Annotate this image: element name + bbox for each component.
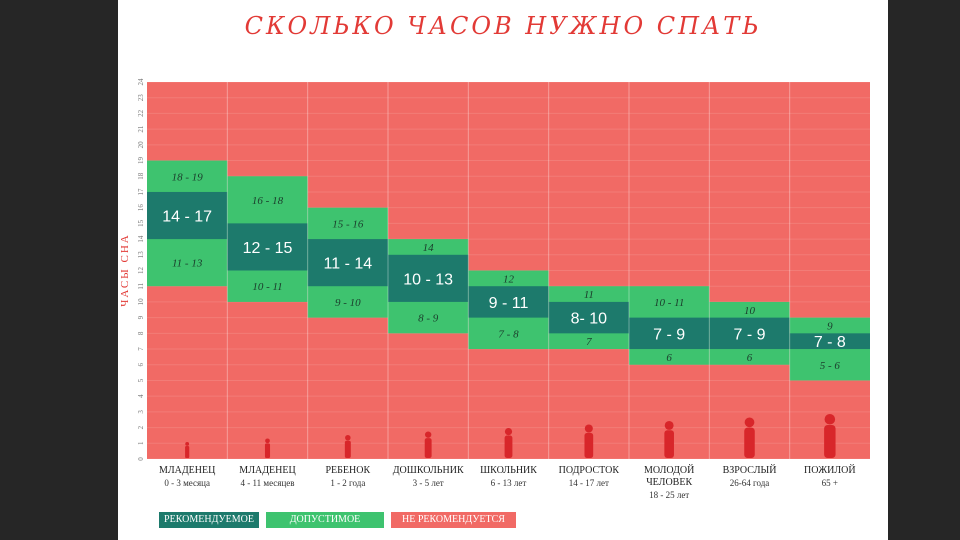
person-silhouette-icon bbox=[504, 428, 513, 458]
upper-acceptable-label: 12 bbox=[503, 273, 515, 285]
y-tick-label: 9 bbox=[137, 315, 145, 319]
lower-acceptable-label: 6 bbox=[666, 352, 672, 364]
recommended-label: 9 - 11 bbox=[489, 295, 529, 312]
person-silhouette-icon bbox=[664, 421, 674, 458]
person-silhouette-icon bbox=[584, 424, 594, 458]
category-age: 18 - 25 лет bbox=[649, 490, 689, 500]
category-age: 0 - 3 месяца bbox=[164, 478, 210, 488]
legend-not-recommended: НЕ РЕКОМЕНДУЕТСЯ bbox=[391, 512, 516, 528]
y-axis-label: ЧАСЫ СНА bbox=[119, 233, 131, 306]
y-tick-label: 0 bbox=[137, 457, 145, 461]
category-age: 3 - 5 лет bbox=[413, 478, 444, 488]
lower-acceptable-label: 6 bbox=[747, 352, 753, 364]
category-name-line2: ЧЕЛОВЕК bbox=[646, 477, 692, 488]
recommended-label: 7 - 9 bbox=[733, 326, 765, 343]
recommended-label: 11 - 14 bbox=[324, 256, 373, 273]
recommended-band bbox=[629, 317, 710, 350]
category-name: МЛАДЕНЕЦ bbox=[159, 465, 215, 476]
recommended-label: 14 - 17 bbox=[162, 209, 212, 226]
lower-acceptable-label: 9 - 10 bbox=[335, 297, 361, 309]
category-name: ШКОЛЬНИК bbox=[480, 465, 537, 476]
y-tick-label: 10 bbox=[137, 298, 145, 306]
person-silhouette-icon bbox=[185, 442, 190, 458]
category-age: 65 + bbox=[822, 478, 838, 488]
slide: СКОЛЬКО ЧАСОВ НУЖНО СПАТЬ 14 - 17 18 - 19… bbox=[118, 0, 888, 540]
person-silhouette-icon bbox=[744, 417, 755, 458]
lower-acceptable-label: 7 - 8 bbox=[498, 328, 519, 340]
upper-acceptable-label: 10 - 11 bbox=[654, 297, 684, 309]
y-tick-label: 7 bbox=[137, 347, 145, 351]
y-tick-label: 20 bbox=[137, 141, 145, 149]
y-tick-label: 21 bbox=[137, 125, 145, 133]
recommended-band bbox=[307, 239, 388, 287]
y-tick-label: 18 bbox=[137, 172, 145, 180]
recommended-label: 7 - 9 bbox=[653, 326, 685, 343]
upper-acceptable-label: 10 bbox=[744, 305, 756, 317]
y-tick-label: 4 bbox=[137, 394, 145, 398]
recommended-band bbox=[147, 191, 228, 240]
y-tick-label: 19 bbox=[137, 157, 145, 165]
y-tick-label: 23 bbox=[137, 94, 145, 102]
category-age: 26-64 года bbox=[730, 478, 770, 488]
category-name: ПОДРОСТОК bbox=[559, 465, 620, 476]
recommended-label: 10 - 13 bbox=[403, 271, 453, 288]
y-tick-label: 8 bbox=[137, 331, 145, 335]
category-name: ВЗРОСЛЫЙ bbox=[723, 464, 777, 476]
person-silhouette-icon bbox=[824, 414, 836, 458]
upper-acceptable-label: 16 - 18 bbox=[252, 195, 284, 207]
lower-acceptable-label: 7 bbox=[586, 336, 592, 348]
category-name: МЛАДЕНЕЦ bbox=[239, 465, 295, 476]
lower-acceptable-label: 11 - 13 bbox=[172, 258, 203, 270]
upper-acceptable-label: 11 bbox=[584, 289, 594, 301]
y-tick-label: 24 bbox=[137, 78, 145, 86]
legend-recommended: РЕКОМЕНДУЕМОЕ bbox=[159, 512, 259, 528]
category-age: 4 - 11 месяцев bbox=[240, 478, 294, 488]
recommended-label: 8- 10 bbox=[571, 311, 608, 328]
y-tick-label: 2 bbox=[137, 425, 145, 429]
y-tick-label: 15 bbox=[137, 219, 145, 227]
category-name: ДОШКОЛЬНИК bbox=[393, 465, 464, 476]
recommended-band bbox=[388, 254, 469, 302]
recommended-band bbox=[709, 317, 790, 350]
y-tick-label: 6 bbox=[137, 363, 145, 367]
page-title: СКОЛЬКО ЧАСОВ НУЖНО СПАТЬ bbox=[244, 12, 762, 40]
category-age: 14 - 17 лет bbox=[569, 478, 609, 488]
category-name: ПОЖИЛОЙ bbox=[804, 464, 856, 476]
upper-acceptable-label: 9 bbox=[827, 320, 833, 332]
y-tick-label: 13 bbox=[137, 251, 145, 259]
person-silhouette-icon bbox=[264, 438, 271, 458]
right-dark-border bbox=[888, 0, 960, 540]
lower-acceptable-label: 8 - 9 bbox=[418, 313, 439, 325]
sleep-chart: 14 - 17 18 - 19 11 - 13 МЛАДЕНЕЦ 0 - 3 месяц… bbox=[119, 78, 870, 500]
y-tick-label: 1 bbox=[137, 441, 145, 445]
recommended-label: 7 - 8 bbox=[814, 334, 846, 351]
left-dark-border bbox=[0, 0, 118, 540]
category-name: МОЛОДОЙ bbox=[644, 464, 694, 476]
person-silhouette-icon bbox=[424, 431, 432, 458]
y-tick-label: 17 bbox=[137, 188, 145, 196]
category-age: 6 - 13 лет bbox=[491, 478, 527, 488]
upper-acceptable-label: 14 bbox=[423, 242, 435, 254]
y-tick-label: 5 bbox=[137, 378, 145, 382]
recommended-band bbox=[548, 301, 629, 334]
lower-acceptable-label: 10 - 11 bbox=[252, 281, 282, 293]
upper-acceptable-label: 15 - 16 bbox=[332, 218, 364, 230]
legend-acceptable: ДОПУСТИМОЕ bbox=[266, 512, 384, 528]
y-tick-label: 16 bbox=[137, 204, 145, 212]
y-tick-label: 3 bbox=[137, 410, 145, 414]
category-name: РЕБЕНОК bbox=[326, 465, 371, 476]
y-tick-label: 22 bbox=[137, 109, 145, 117]
y-tick-label: 14 bbox=[137, 235, 145, 243]
y-tick-label: 12 bbox=[137, 267, 145, 275]
recommended-label: 12 - 15 bbox=[243, 240, 293, 257]
category-age: 1 - 2 года bbox=[330, 478, 365, 488]
recommended-band bbox=[789, 333, 870, 350]
lower-acceptable-label: 5 - 6 bbox=[820, 360, 841, 372]
recommended-band bbox=[227, 223, 308, 271]
y-tick-label: 11 bbox=[137, 282, 145, 289]
upper-acceptable-label: 18 - 19 bbox=[172, 171, 204, 183]
recommended-band bbox=[468, 286, 549, 318]
person-silhouette-icon bbox=[344, 435, 351, 458]
